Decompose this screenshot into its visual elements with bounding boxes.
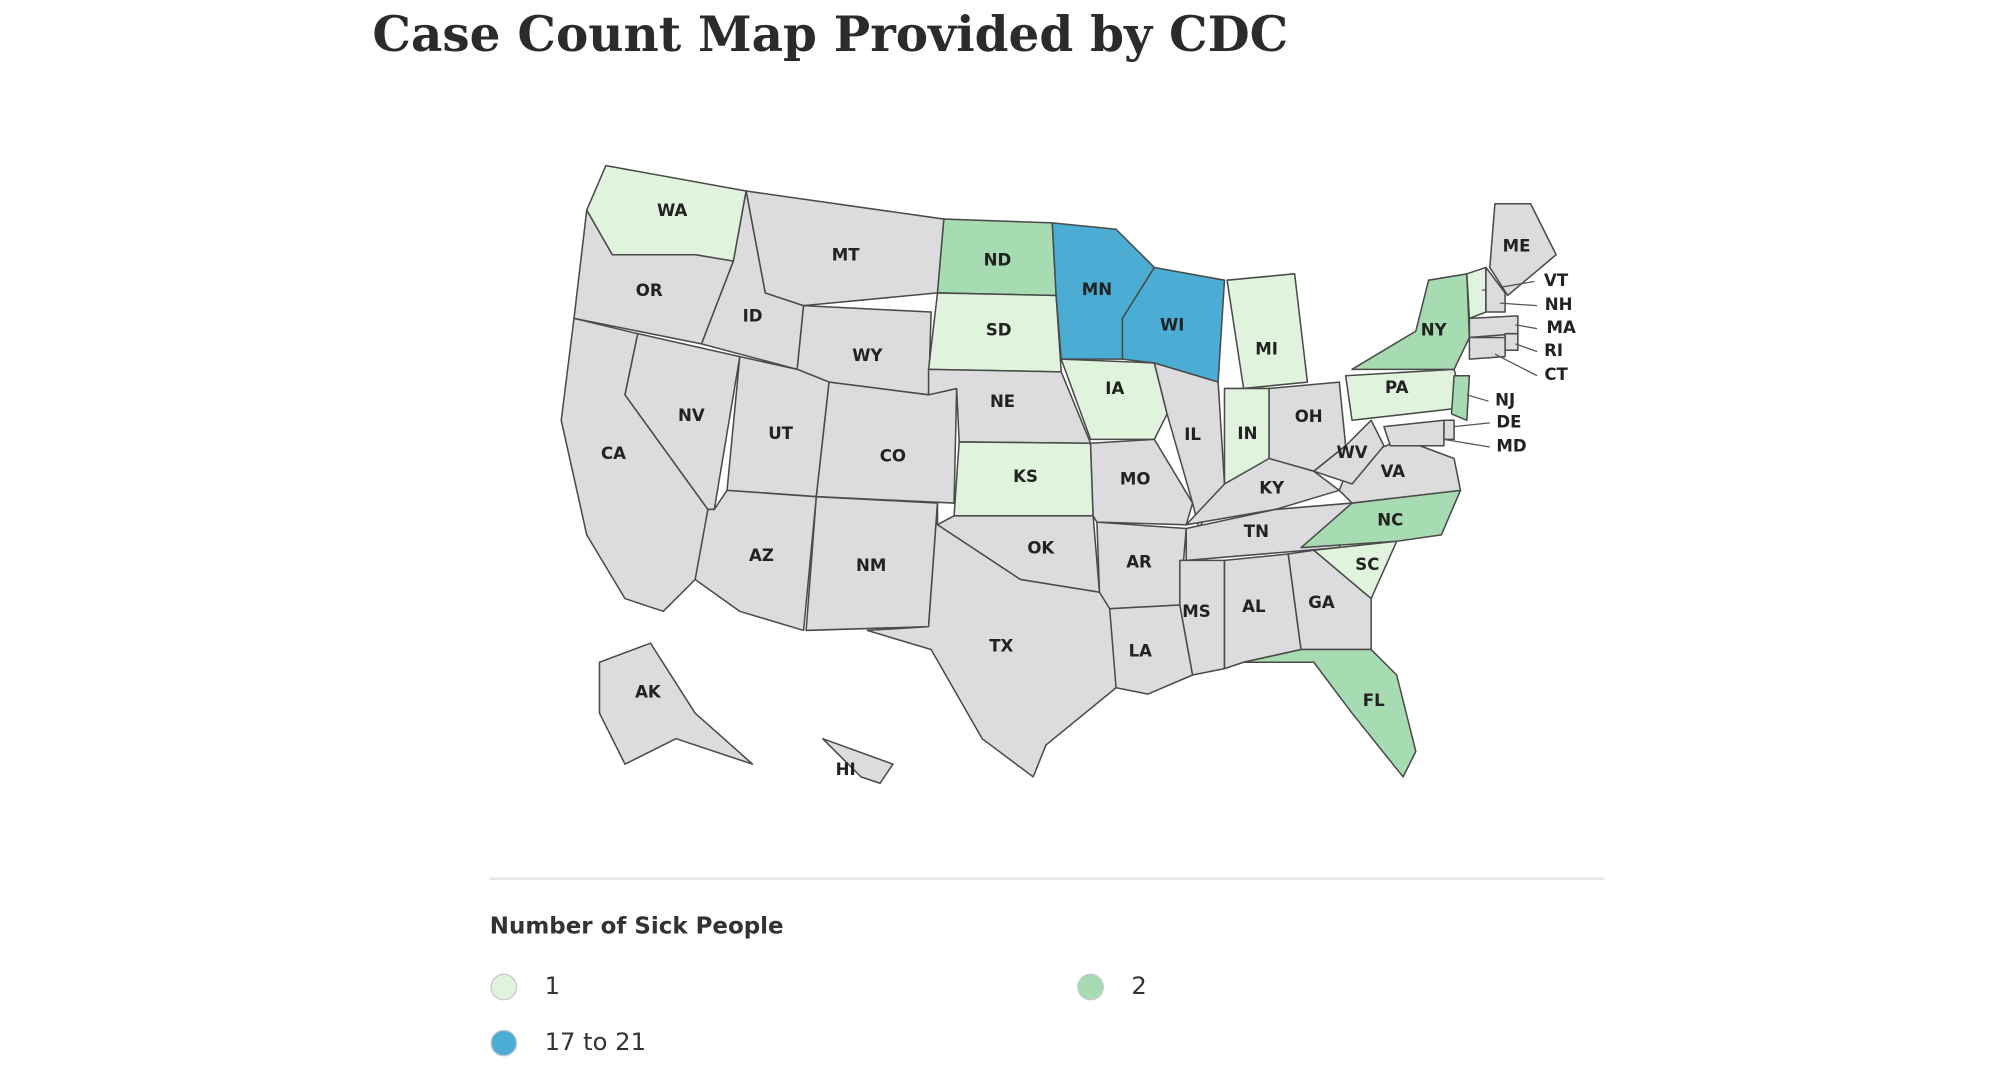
state-shape xyxy=(1351,273,1471,371)
us-map: WA OR CA ID NV MT WY UT CO AZ NM ND SD NE KS OK TX MN IA MO… xyxy=(560,164,1576,785)
state-label: OH xyxy=(1295,407,1323,426)
state-shape xyxy=(821,737,894,785)
state-shape xyxy=(1300,489,1462,549)
state-label: VT xyxy=(1544,271,1569,290)
leader-line xyxy=(1515,324,1538,330)
state-label: NH xyxy=(1545,295,1573,314)
state-shape xyxy=(1489,203,1557,297)
state-label: MA xyxy=(1547,318,1576,337)
state-label: CO xyxy=(880,447,906,466)
state-label: ND xyxy=(984,251,1012,270)
state-shape xyxy=(1383,419,1445,447)
legend-title: Number of Sick People xyxy=(490,914,784,940)
state-label: RI xyxy=(1544,341,1563,360)
legend: 1 2 17 to 21 xyxy=(490,972,1147,1057)
state-shape xyxy=(1179,559,1226,676)
state-shape xyxy=(1468,336,1506,360)
state-label: OR xyxy=(636,281,663,300)
state-label: MN xyxy=(1082,280,1112,299)
state-shape xyxy=(1313,540,1398,600)
state-shape xyxy=(598,642,754,765)
legend-label: 2 xyxy=(1131,972,1146,1000)
state-label: DE xyxy=(1496,412,1521,431)
state-label: SD xyxy=(986,321,1012,340)
state-label: IA xyxy=(1105,379,1124,398)
leader-line xyxy=(1466,394,1489,402)
state-shape xyxy=(1443,419,1455,441)
state-label: IL xyxy=(1184,425,1201,444)
state-label: AL xyxy=(1242,597,1266,616)
state-shape xyxy=(1108,604,1194,695)
state-label: PA xyxy=(1385,378,1409,397)
state-label: MD xyxy=(1496,437,1526,456)
leader-line xyxy=(1443,438,1490,448)
state-shape xyxy=(745,190,945,307)
state-label: TN xyxy=(1244,522,1269,541)
state-label: SC xyxy=(1355,555,1379,574)
state-label: WV xyxy=(1336,443,1367,462)
state-shape xyxy=(1060,358,1168,441)
state-label: TX xyxy=(989,636,1013,655)
state-label: NJ xyxy=(1495,391,1515,410)
state-label: NM xyxy=(856,556,886,575)
state-label: GA xyxy=(1308,593,1335,612)
legend-swatch xyxy=(490,973,518,1001)
state-label: LA xyxy=(1129,642,1153,661)
state-label: MO xyxy=(1120,470,1151,489)
state-shape xyxy=(1450,374,1471,422)
state-label: MS xyxy=(1182,602,1210,621)
state-label: NV xyxy=(678,406,705,425)
state-label: HI xyxy=(836,760,856,779)
state-label: UT xyxy=(768,424,793,443)
state-label: OK xyxy=(1027,538,1055,557)
legend-swatch xyxy=(1077,973,1104,1001)
legend-swatch xyxy=(490,1029,518,1057)
state-label: VA xyxy=(1381,462,1406,481)
state-label: NC xyxy=(1377,510,1403,529)
state-label: WA xyxy=(657,201,688,220)
state-shape xyxy=(1242,648,1417,778)
leader-line xyxy=(1494,353,1538,377)
state-shape xyxy=(1226,273,1309,390)
leader-line xyxy=(1515,343,1538,353)
state-label: KY xyxy=(1259,479,1285,498)
page-title: Case Count Map Provided by CDC xyxy=(372,7,1288,63)
legend-label: 1 xyxy=(545,972,560,1000)
state-label: AR xyxy=(1126,552,1152,571)
state-label: AK xyxy=(635,682,662,701)
state-label: MT xyxy=(832,245,860,264)
legend-label: 17 to 21 xyxy=(545,1028,646,1056)
state-label: ME xyxy=(1503,237,1531,256)
state-label: CT xyxy=(1544,365,1568,384)
state-shape xyxy=(1504,332,1519,352)
state-label: CA xyxy=(601,444,626,463)
state-shape xyxy=(1466,266,1487,320)
state-label: ID xyxy=(743,307,763,326)
state-label: WI xyxy=(1160,316,1184,335)
state-label: MI xyxy=(1255,340,1278,359)
state-shape xyxy=(1485,266,1506,313)
state-shape xyxy=(1313,419,1385,485)
state-label: FL xyxy=(1363,691,1385,710)
leader-line xyxy=(1454,422,1490,428)
state-label: AZ xyxy=(749,546,774,565)
state-label: WY xyxy=(852,346,883,365)
state-label: NE xyxy=(990,392,1015,411)
state-shape xyxy=(1287,549,1372,651)
state-label: IN xyxy=(1237,424,1257,443)
state-shape xyxy=(815,381,958,504)
leader-line xyxy=(1499,302,1538,307)
state-label: NY xyxy=(1421,321,1448,340)
state-label: KS xyxy=(1013,467,1038,486)
